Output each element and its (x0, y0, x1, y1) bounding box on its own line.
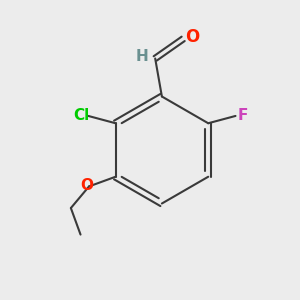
Text: O: O (185, 28, 199, 46)
Text: O: O (80, 178, 93, 193)
Text: F: F (238, 108, 248, 123)
Text: H: H (135, 49, 148, 64)
Text: Cl: Cl (74, 108, 90, 123)
